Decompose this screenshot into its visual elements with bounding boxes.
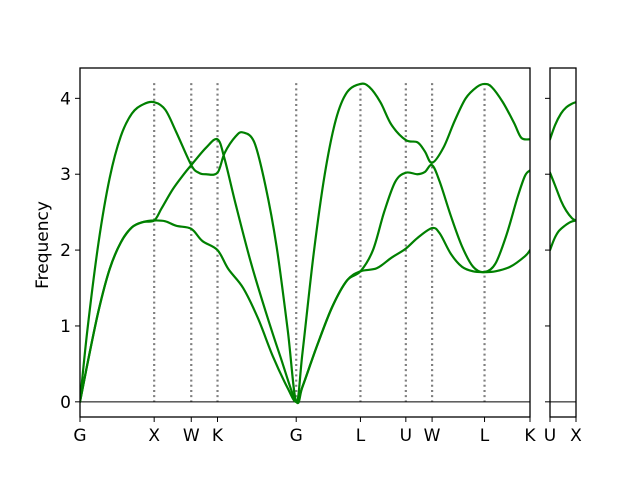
ytick-label-2: 2 bbox=[60, 241, 71, 261]
main-xtick-label-l-5: L bbox=[356, 426, 366, 446]
side-bands bbox=[550, 101, 576, 252]
main-xtick-label-x-1: X bbox=[148, 426, 160, 446]
ytick-label-0: 0 bbox=[60, 393, 71, 413]
side-frame bbox=[549, 67, 577, 418]
main-xtick-label-g-4: G bbox=[290, 426, 303, 446]
side-band-3 bbox=[550, 101, 576, 141]
main-xtick-label-k-3: K bbox=[212, 426, 224, 446]
side-band-1 bbox=[550, 219, 576, 252]
main-xtick-label-k-9: K bbox=[524, 426, 536, 446]
main-xtick-label-u-6: U bbox=[400, 426, 412, 446]
main-band-2 bbox=[80, 137, 530, 405]
ytick-label-1: 1 bbox=[60, 317, 71, 337]
side-band-2 bbox=[550, 171, 576, 222]
main-bands bbox=[80, 82, 530, 405]
ytick-label-4: 4 bbox=[60, 89, 71, 109]
side-xtick-label-u-0: U bbox=[544, 426, 556, 446]
main-band-3 bbox=[80, 82, 530, 403]
y-axis-label: Frequency bbox=[33, 201, 53, 289]
main-frame bbox=[79, 67, 531, 418]
main-xtick-label-w-7: W bbox=[424, 426, 441, 446]
main-xtick-label-l-8: L bbox=[480, 426, 490, 446]
ytick-label-3: 3 bbox=[60, 165, 71, 185]
side-xtick-label-x-1: X bbox=[570, 426, 582, 446]
main-xtick-label-g-0: G bbox=[73, 426, 86, 446]
main-xtick-label-w-2: W bbox=[183, 426, 200, 446]
